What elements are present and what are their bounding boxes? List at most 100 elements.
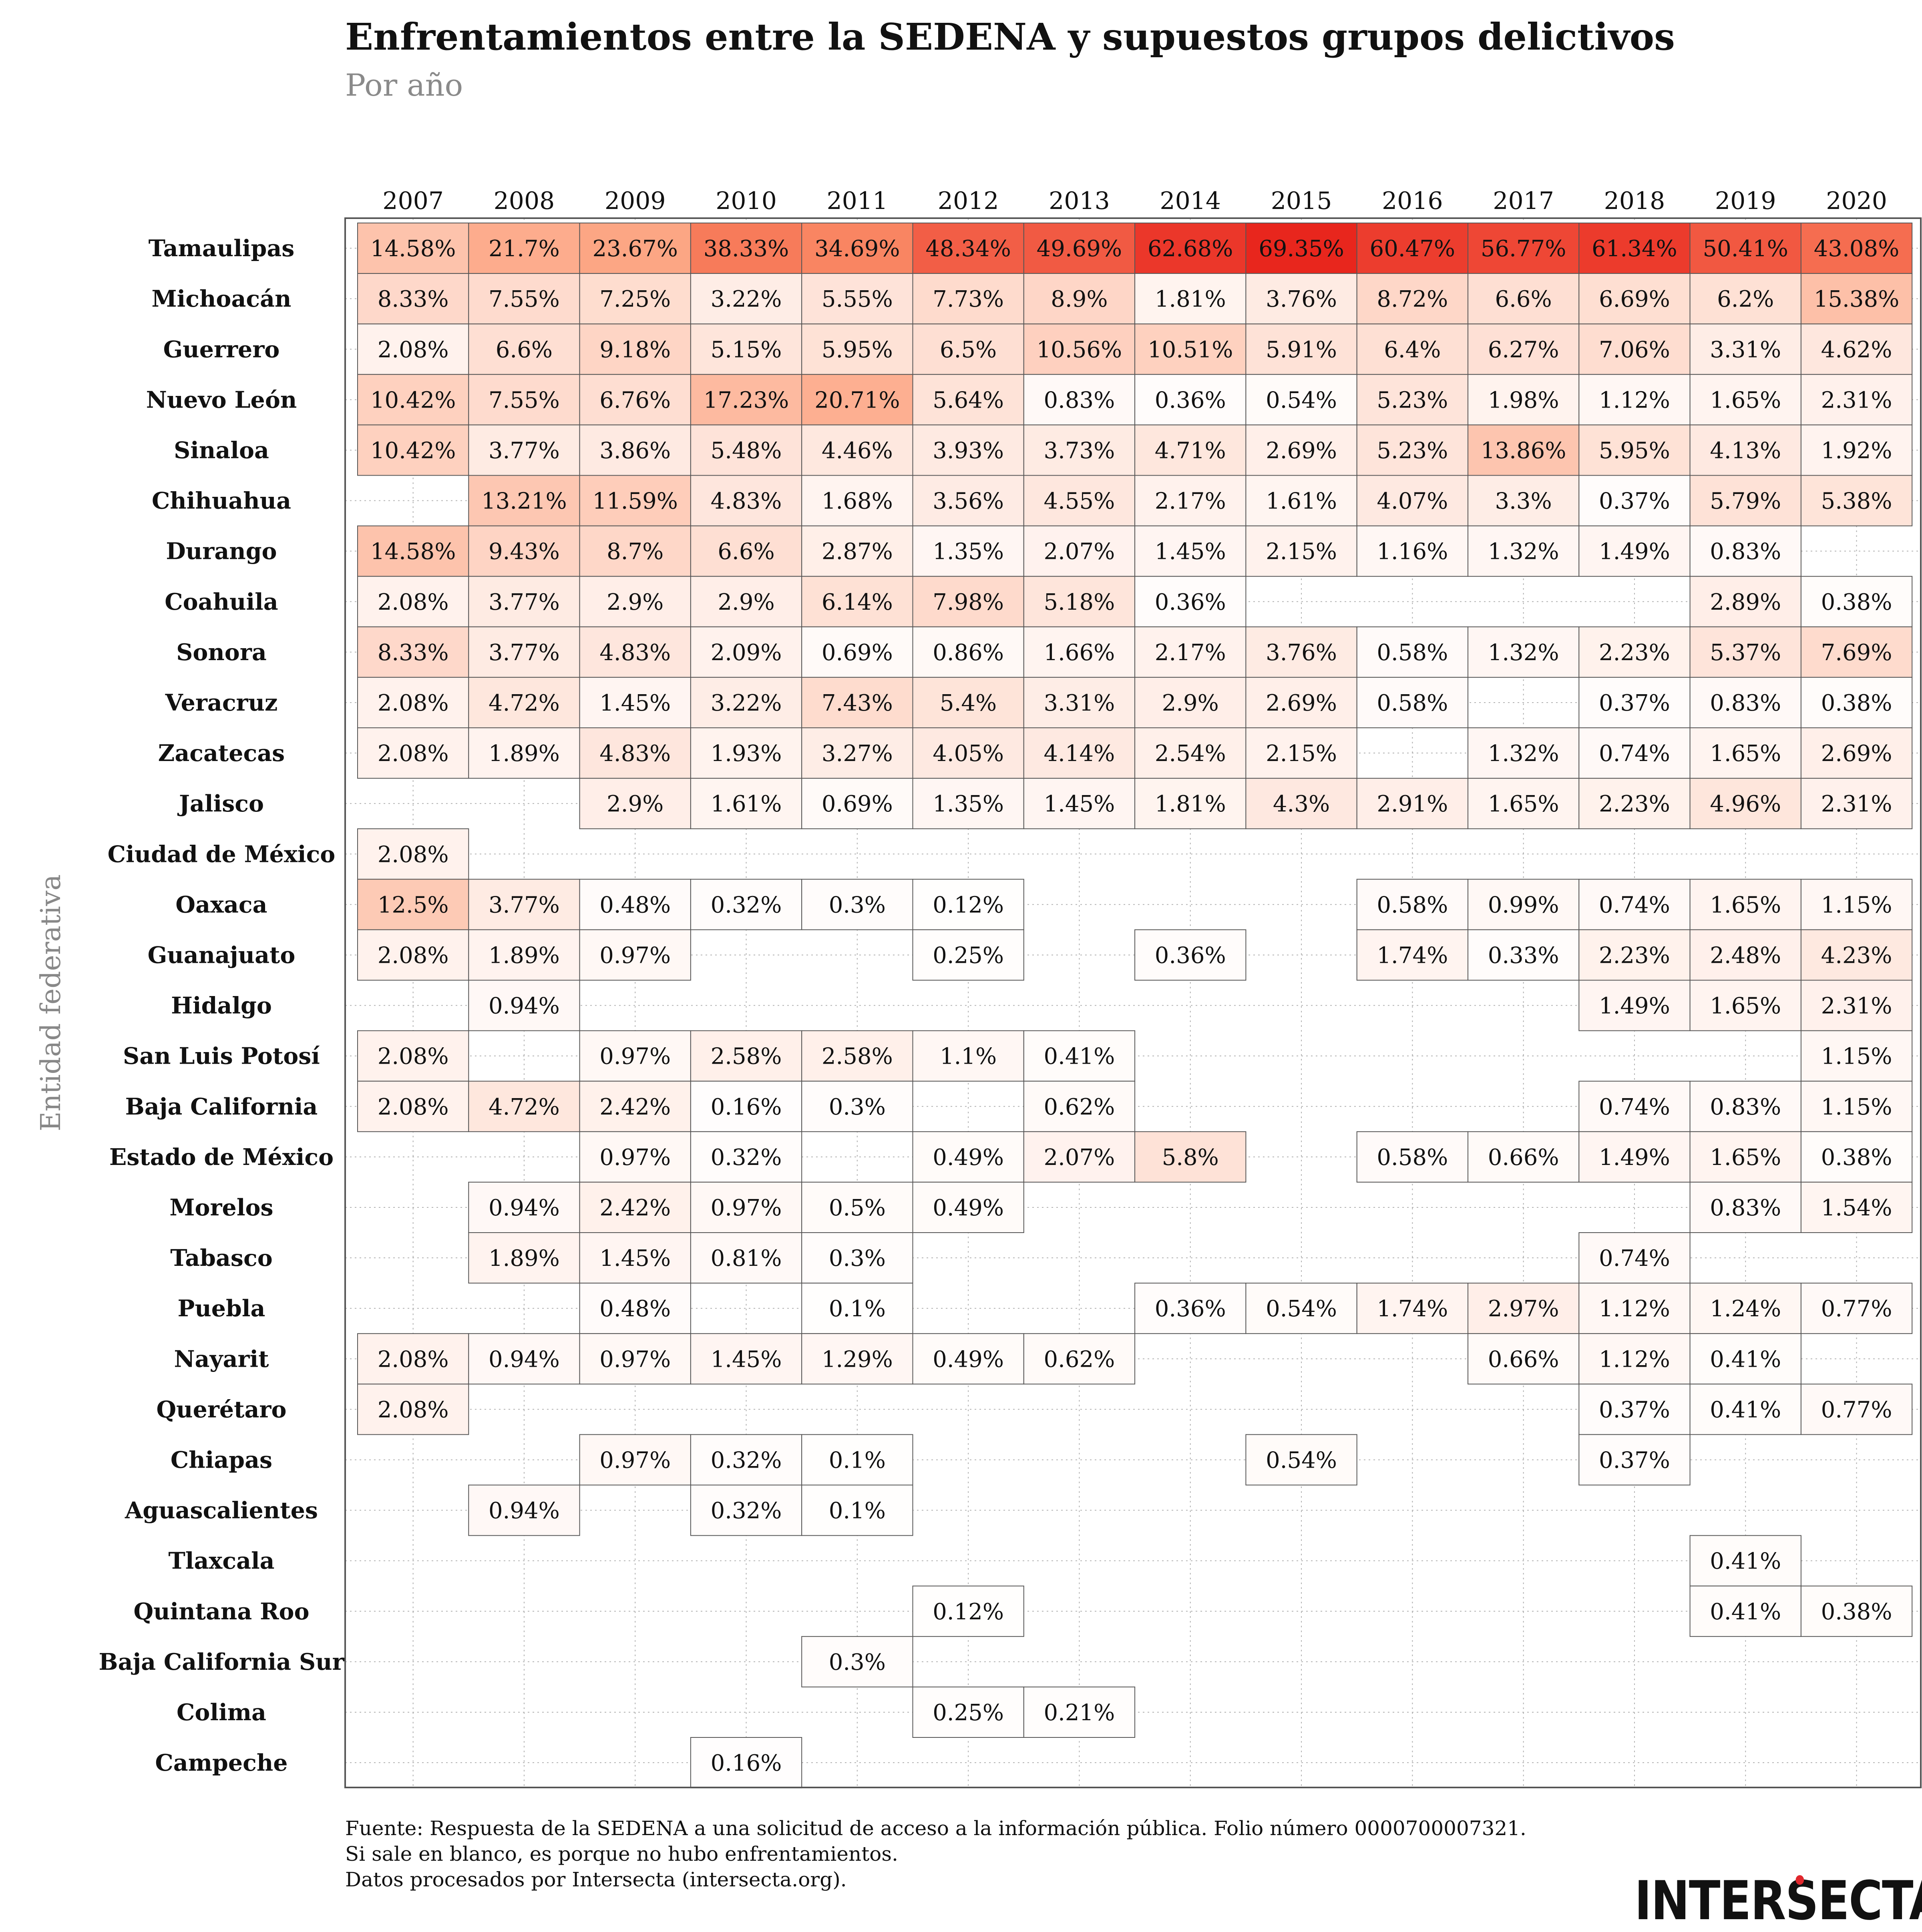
cell-value-label: 2.17% bbox=[1155, 488, 1226, 514]
cell-value-label: 6.27% bbox=[1488, 337, 1559, 363]
y-tick-label: Nayarit bbox=[174, 1346, 269, 1372]
heatmap-cell bbox=[468, 525, 580, 577]
heatmap-cell bbox=[1800, 1181, 1913, 1233]
cell-value-label: 0.83% bbox=[1710, 690, 1781, 716]
cell-value-label: 4.72% bbox=[489, 1094, 560, 1120]
heatmap-cell bbox=[1245, 424, 1357, 476]
cell-value-label: 61.34% bbox=[1592, 236, 1677, 262]
heatmap-cell bbox=[1468, 525, 1580, 577]
cell-value-label: 4.3% bbox=[1273, 791, 1330, 817]
cell-value-label: 5.37% bbox=[1710, 640, 1781, 666]
heatmap-cell bbox=[1578, 525, 1691, 577]
heatmap-cell bbox=[1468, 424, 1580, 476]
cell-value-label: 1.35% bbox=[933, 791, 1004, 817]
cell-value-label: 0.3% bbox=[829, 1649, 886, 1675]
cell-value-label: 0.69% bbox=[822, 791, 893, 817]
x-tick-label: 2009 bbox=[605, 187, 666, 215]
heatmap-cell bbox=[579, 1232, 691, 1284]
cell-value-label: 1.35% bbox=[933, 539, 1004, 565]
cell-value-label: 56.77% bbox=[1481, 236, 1566, 262]
cell-value-label: 0.1% bbox=[829, 1447, 886, 1473]
cell-value-label: 7.25% bbox=[599, 286, 671, 312]
logo-text: INTERSECTA bbox=[1635, 1870, 1922, 1932]
x-tick-label: 2020 bbox=[1826, 187, 1887, 215]
cell-value-label: 2.07% bbox=[1043, 539, 1115, 565]
heatmap-cell bbox=[912, 1030, 1024, 1082]
cell-value-label: 0.32% bbox=[711, 1498, 782, 1524]
y-tick-label: Campeche bbox=[155, 1749, 287, 1776]
heatmap-cell bbox=[357, 1080, 469, 1132]
heatmap-cell bbox=[690, 576, 802, 627]
cell-value-label: 5.23% bbox=[1377, 387, 1448, 413]
cell-value-label: 8.7% bbox=[607, 539, 663, 565]
cell-value-label: 14.58% bbox=[370, 539, 456, 565]
cell-value-label: 5.79% bbox=[1710, 488, 1781, 514]
heatmap-cell bbox=[1800, 1283, 1913, 1334]
cell-value-label: 0.16% bbox=[711, 1094, 782, 1120]
heatmap-cell bbox=[1689, 1080, 1801, 1132]
heatmap-cell bbox=[1134, 424, 1246, 476]
heatmap-cell bbox=[801, 1232, 913, 1284]
cell-value-label: 8.9% bbox=[1051, 286, 1108, 312]
heatmap-cell bbox=[1689, 374, 1801, 426]
cell-value-label: 1.45% bbox=[1155, 539, 1226, 565]
x-tick-label: 2010 bbox=[716, 187, 777, 215]
cell-value-label: 2.08% bbox=[378, 690, 449, 716]
heatmap-cell bbox=[1468, 778, 1580, 829]
cell-value-label: 2.31% bbox=[1821, 387, 1892, 413]
x-tick-label: 2013 bbox=[1049, 187, 1110, 215]
cell-value-label: 6.76% bbox=[599, 387, 671, 413]
cell-value-label: 0.97% bbox=[711, 1195, 782, 1221]
heatmap-cell bbox=[1689, 273, 1801, 325]
heatmap-cell bbox=[1689, 223, 1801, 274]
cell-value-label: 0.83% bbox=[1710, 1195, 1781, 1221]
heatmap-cell bbox=[1800, 1585, 1913, 1637]
heatmap-cell bbox=[579, 323, 691, 375]
cell-value-label: 0.36% bbox=[1155, 942, 1226, 968]
heatmap-cell bbox=[690, 1737, 802, 1789]
heatmap-cell bbox=[357, 424, 469, 476]
heatmap-cell bbox=[1800, 1384, 1913, 1435]
heatmap-cell bbox=[1134, 626, 1246, 678]
cell-value-label: 2.07% bbox=[1043, 1145, 1115, 1171]
heatmap-cell bbox=[801, 475, 913, 526]
x-tick-label: 2014 bbox=[1160, 187, 1221, 215]
heatmap-cell bbox=[1023, 223, 1136, 274]
y-tick-label: Sonora bbox=[176, 639, 267, 666]
heatmap-cell bbox=[690, 273, 802, 325]
heatmap-cell bbox=[1689, 626, 1801, 678]
cell-value-label: 0.36% bbox=[1155, 387, 1226, 413]
cell-value-label: 2.9% bbox=[1162, 690, 1219, 716]
cell-value-label: 1.65% bbox=[1710, 1145, 1781, 1171]
heatmap-cell bbox=[468, 980, 580, 1031]
cell-value-label: 8.33% bbox=[378, 640, 449, 666]
cell-value-label: 0.54% bbox=[1266, 1447, 1337, 1473]
intersecta-logo: INTERSECTA bbox=[1635, 1870, 1922, 1932]
cell-value-label: 10.56% bbox=[1037, 337, 1122, 363]
cell-value-label: 0.83% bbox=[1043, 387, 1115, 413]
cell-value-label: 0.97% bbox=[599, 1145, 671, 1171]
heatmap-cell bbox=[912, 1181, 1024, 1233]
heatmap-cell bbox=[1468, 1283, 1580, 1334]
x-tick-label: 2012 bbox=[938, 187, 999, 215]
heatmap-cell bbox=[1689, 1384, 1801, 1435]
cell-value-label: 62.68% bbox=[1148, 236, 1233, 262]
heatmap-cell bbox=[579, 1131, 691, 1183]
heatmap-cell bbox=[912, 677, 1024, 729]
cell-value-label: 4.05% bbox=[933, 741, 1004, 767]
cell-value-label: 2.08% bbox=[378, 1397, 449, 1423]
heatmap-cell bbox=[579, 1181, 691, 1233]
cell-value-label: 2.9% bbox=[607, 791, 663, 817]
cell-value-label: 1.68% bbox=[822, 488, 893, 514]
cell-value-label: 2.91% bbox=[1377, 791, 1448, 817]
heatmap-cell bbox=[690, 626, 802, 678]
cell-value-label: 4.46% bbox=[822, 438, 893, 464]
cell-value-label: 13.86% bbox=[1481, 438, 1566, 464]
cell-value-label: 4.14% bbox=[1043, 741, 1115, 767]
heatmap-cell bbox=[801, 1636, 913, 1687]
heatmap-cell bbox=[912, 1131, 1024, 1183]
cell-value-label: 1.12% bbox=[1599, 387, 1670, 413]
cell-value-label: 0.12% bbox=[933, 1599, 1004, 1625]
heatmap-cell bbox=[1356, 1283, 1468, 1334]
heatmap-cell bbox=[1800, 677, 1913, 729]
